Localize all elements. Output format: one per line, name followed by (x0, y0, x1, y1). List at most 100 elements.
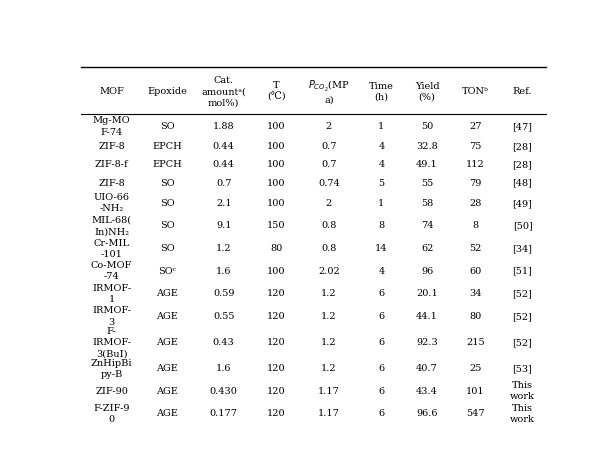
Text: 1.6: 1.6 (216, 266, 231, 275)
Text: 101: 101 (466, 386, 485, 395)
Text: 6: 6 (378, 386, 384, 395)
Text: [28]: [28] (513, 142, 532, 151)
Text: [34]: [34] (512, 244, 532, 253)
Text: UIO-66
-NH₂: UIO-66 -NH₂ (94, 193, 130, 213)
Text: 120: 120 (267, 337, 286, 346)
Text: 120: 120 (267, 386, 286, 395)
Text: [52]: [52] (513, 289, 532, 298)
Text: F-ZIF-9
0: F-ZIF-9 0 (94, 403, 130, 423)
Text: 100: 100 (267, 178, 286, 187)
Text: 0.7: 0.7 (216, 178, 231, 187)
Text: [50]: [50] (513, 221, 532, 230)
Text: 0.430: 0.430 (210, 386, 237, 395)
Text: 120: 120 (267, 289, 286, 298)
Text: TONᵇ: TONᵇ (462, 87, 489, 96)
Text: 50: 50 (421, 122, 433, 131)
Text: 79: 79 (469, 178, 482, 187)
Text: 0.7: 0.7 (321, 142, 337, 151)
Text: 27: 27 (469, 122, 482, 131)
Text: 0.7: 0.7 (321, 160, 337, 169)
Text: EPCH: EPCH (152, 142, 182, 151)
Text: 44.1: 44.1 (416, 311, 438, 320)
Text: 120: 120 (267, 409, 286, 418)
Text: Time
(h): Time (h) (369, 82, 394, 101)
Text: 55: 55 (421, 178, 433, 187)
Text: 1.2: 1.2 (321, 364, 337, 373)
Text: 14: 14 (375, 244, 387, 253)
Text: 1: 1 (378, 122, 384, 131)
Text: 4: 4 (378, 160, 384, 169)
Text: 1.6: 1.6 (216, 364, 231, 373)
Text: 80: 80 (469, 311, 482, 320)
Text: 1: 1 (378, 198, 384, 207)
Text: 32.8: 32.8 (416, 142, 438, 151)
Text: SO: SO (160, 178, 174, 187)
Text: AGE: AGE (156, 386, 178, 395)
Text: 74: 74 (421, 221, 433, 230)
Text: Mg-MO
F-74: Mg-MO F-74 (93, 116, 130, 136)
Text: 1.17: 1.17 (318, 386, 340, 395)
Text: 8: 8 (378, 221, 384, 230)
Text: 80: 80 (270, 244, 282, 253)
Text: 1.2: 1.2 (321, 337, 337, 346)
Text: 1.2: 1.2 (321, 289, 337, 298)
Text: 0.177: 0.177 (210, 409, 237, 418)
Text: 0.44: 0.44 (213, 142, 234, 151)
Text: 4: 4 (378, 266, 384, 275)
Text: AGE: AGE (156, 337, 178, 346)
Text: ZIF-8: ZIF-8 (99, 142, 125, 151)
Text: 58: 58 (421, 198, 433, 207)
Text: Ref.: Ref. (513, 87, 532, 96)
Text: 1.17: 1.17 (318, 409, 340, 418)
Text: 215: 215 (466, 337, 485, 346)
Text: 100: 100 (267, 160, 286, 169)
Text: EPCH: EPCH (152, 160, 182, 169)
Text: 20.1: 20.1 (416, 289, 438, 298)
Text: [47]: [47] (512, 122, 532, 131)
Text: 150: 150 (267, 221, 286, 230)
Text: ZIF-90: ZIF-90 (95, 386, 128, 395)
Text: 4: 4 (378, 142, 384, 151)
Text: 34: 34 (469, 289, 482, 298)
Text: SO: SO (160, 198, 174, 207)
Text: 62: 62 (421, 244, 433, 253)
Text: 0.59: 0.59 (213, 289, 234, 298)
Text: 1.2: 1.2 (321, 311, 337, 320)
Text: IRMOF-
3: IRMOF- 3 (92, 306, 131, 326)
Text: F-
IRMOF-
3(BuI): F- IRMOF- 3(BuI) (92, 326, 131, 357)
Text: 2: 2 (326, 122, 332, 131)
Text: 75: 75 (469, 142, 482, 151)
Text: 1.88: 1.88 (213, 122, 234, 131)
Text: IRMOF-
1: IRMOF- 1 (92, 283, 131, 303)
Text: ZIF-8: ZIF-8 (99, 178, 125, 187)
Text: 96: 96 (421, 266, 433, 275)
Text: T
(℃): T (℃) (267, 81, 286, 101)
Text: SO: SO (160, 244, 174, 253)
Text: [51]: [51] (513, 266, 532, 275)
Text: [49]: [49] (513, 198, 532, 207)
Text: SOᶜ: SOᶜ (158, 266, 176, 275)
Text: 96.6: 96.6 (416, 409, 438, 418)
Text: 0.55: 0.55 (213, 311, 234, 320)
Text: [48]: [48] (513, 178, 532, 187)
Text: 2.1: 2.1 (216, 198, 231, 207)
Text: 0.74: 0.74 (318, 178, 340, 187)
Text: 0.8: 0.8 (321, 221, 337, 230)
Text: 100: 100 (267, 198, 286, 207)
Text: MOF: MOF (99, 87, 124, 96)
Text: 2: 2 (326, 198, 332, 207)
Text: [53]: [53] (513, 364, 532, 373)
Text: AGE: AGE (156, 311, 178, 320)
Text: Cat.
amountᵃ(
mol%): Cat. amountᵃ( mol%) (201, 76, 246, 107)
Text: SO: SO (160, 221, 174, 230)
Text: 1.2: 1.2 (216, 244, 231, 253)
Text: 6: 6 (378, 364, 384, 373)
Text: AGE: AGE (156, 289, 178, 298)
Text: Cr-MIL
-101: Cr-MIL -101 (94, 238, 130, 258)
Text: 5: 5 (378, 178, 384, 187)
Text: 28: 28 (469, 198, 482, 207)
Text: 8: 8 (472, 221, 479, 230)
Text: 49.1: 49.1 (416, 160, 438, 169)
Text: 0.8: 0.8 (321, 244, 337, 253)
Text: MIL-68(
In)NH₂: MIL-68( In)NH₂ (92, 216, 132, 235)
